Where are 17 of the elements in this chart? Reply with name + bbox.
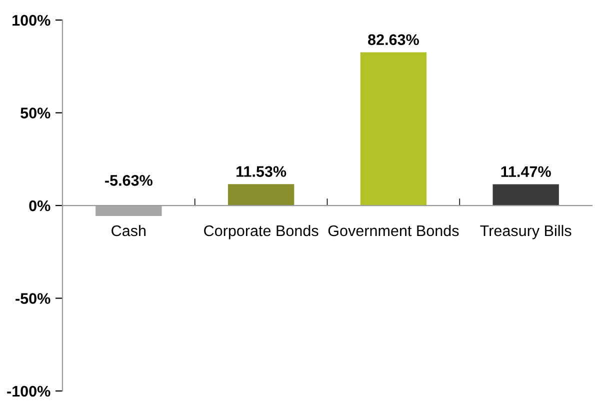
data-label: 11.53% [236,166,286,177]
bar [492,184,559,206]
y-tick-label: -100% [7,386,50,397]
y-tick-label: 100% [12,14,50,26]
bar [360,52,427,206]
x-tick-label: Government Bonds [328,224,459,236]
bar [96,206,162,216]
y-tick-label: 0% [29,200,50,212]
x-tick-label: Treasury Bills [480,224,572,240]
bar [228,184,294,206]
x-tick-label: Cash [112,224,146,236]
data-label: 82.63% [368,34,419,46]
y-tick-label: -50% [16,293,50,304]
data-label: 11.47% [501,166,551,178]
data-label: -5.63% [105,175,152,186]
x-tick-label: Corporate Bonds [204,224,318,240]
y-tick-label: 50% [20,108,50,118]
